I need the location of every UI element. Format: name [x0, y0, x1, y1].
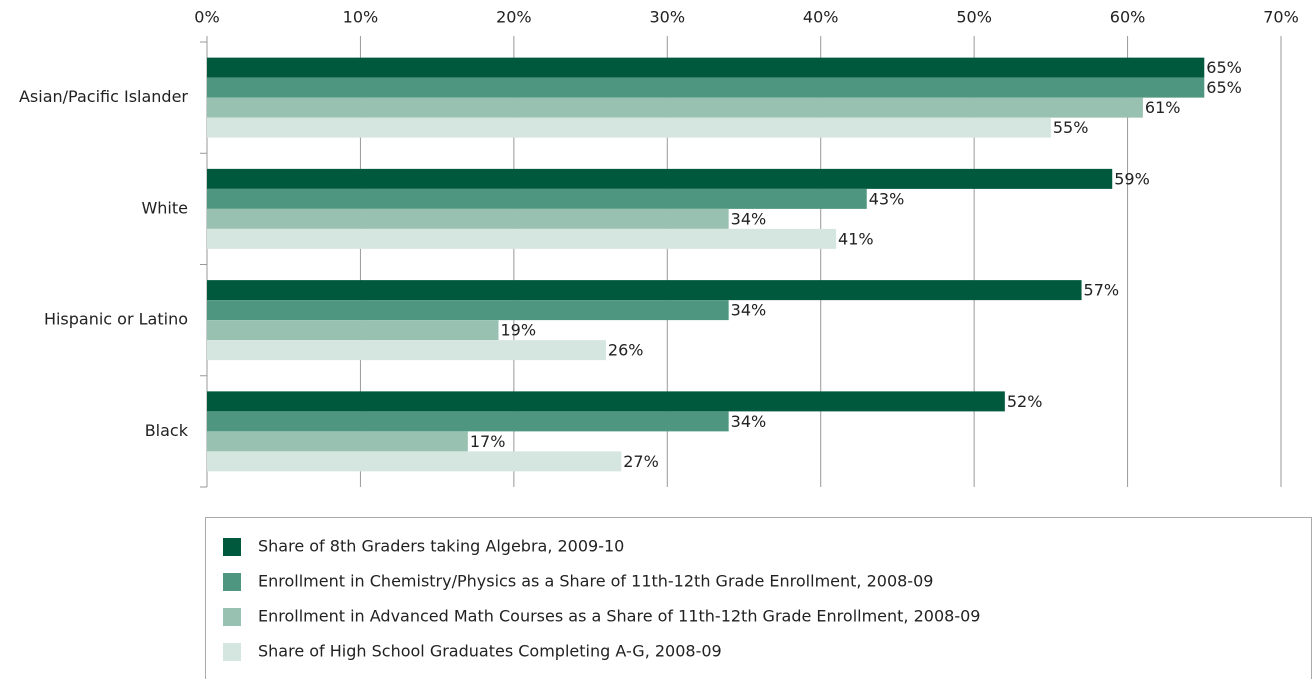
- legend-label: Enrollment in Advanced Math Courses as a…: [258, 607, 980, 626]
- data-label: 19%: [501, 321, 537, 340]
- x-tick-label: 40%: [803, 8, 839, 27]
- data-label: 17%: [470, 432, 506, 451]
- bar: [207, 188, 867, 209]
- legend-label: Share of High School Graduates Completin…: [258, 642, 722, 661]
- data-label: 65%: [1206, 78, 1242, 97]
- bar: [207, 320, 499, 341]
- x-tick-label: 60%: [1110, 8, 1146, 27]
- y-tick-label: Asian/Pacific Islander: [19, 87, 188, 106]
- bar: [207, 97, 1143, 118]
- legend-swatch: [223, 573, 241, 591]
- data-label: 59%: [1114, 169, 1150, 188]
- bar: [207, 208, 729, 229]
- bar: [207, 411, 729, 432]
- x-tick-label: 0%: [194, 8, 219, 27]
- data-label: 41%: [838, 229, 874, 248]
- bar: [207, 117, 1051, 138]
- data-label: 57%: [1084, 281, 1120, 300]
- bar: [207, 431, 468, 452]
- data-label: 34%: [731, 412, 767, 431]
- bar: [207, 391, 1005, 412]
- y-tick-label: Hispanic or Latino: [44, 310, 188, 329]
- bar: [207, 451, 622, 472]
- bar: [207, 280, 1082, 301]
- legend-swatch: [223, 643, 241, 661]
- legend-label: Enrollment in Chemistry/Physics as a Sha…: [258, 572, 933, 591]
- data-label: 43%: [869, 189, 905, 208]
- x-tick-label: 50%: [956, 8, 992, 27]
- legend-swatch: [223, 538, 241, 556]
- bar: [207, 300, 729, 321]
- x-tick-label: 30%: [650, 8, 686, 27]
- x-tick-label: 20%: [496, 8, 532, 27]
- x-tick-label: 70%: [1263, 8, 1299, 27]
- data-label: 34%: [731, 209, 767, 228]
- y-tick-label: Black: [145, 421, 189, 440]
- data-label: 61%: [1145, 98, 1181, 117]
- legend-label: Share of 8th Graders taking Algebra, 200…: [258, 537, 624, 556]
- data-label: 52%: [1007, 392, 1043, 411]
- bar: [207, 228, 837, 249]
- x-tick-label: 10%: [343, 8, 379, 27]
- data-label: 34%: [731, 301, 767, 320]
- bar: [207, 57, 1205, 78]
- data-label: 27%: [623, 452, 659, 471]
- data-label: 55%: [1053, 118, 1089, 137]
- bar: [207, 340, 606, 361]
- legend-swatch: [223, 608, 241, 626]
- data-label: 65%: [1206, 58, 1242, 77]
- data-label: 26%: [608, 341, 644, 360]
- bar: [207, 168, 1113, 189]
- y-tick-label: White: [141, 198, 188, 217]
- bar: [207, 77, 1205, 98]
